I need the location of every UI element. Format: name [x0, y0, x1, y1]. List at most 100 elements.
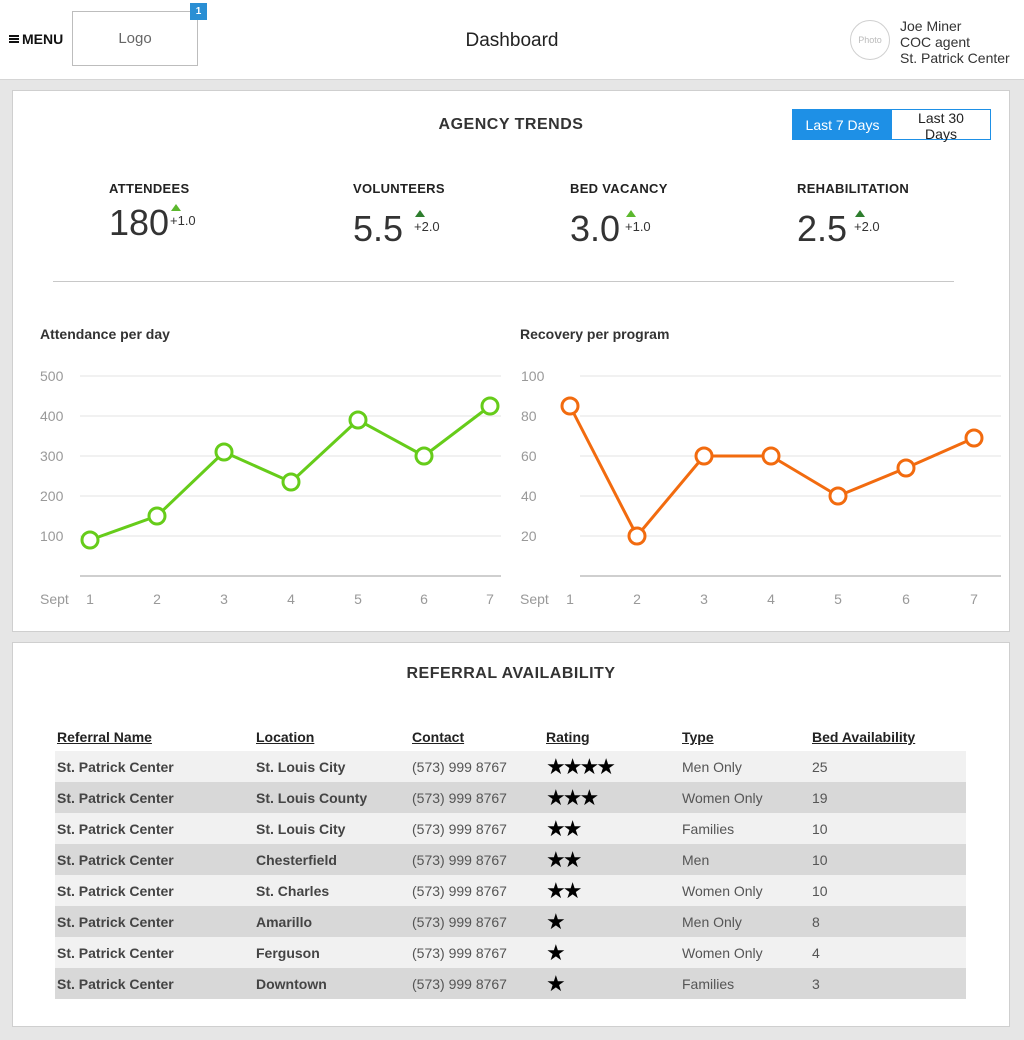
star-icon: ★ [562, 784, 583, 810]
y-tick-label: 500 [40, 368, 64, 384]
referral-name-cell: St. Patrick Center [55, 875, 254, 906]
referral-name-cell: St. Patrick Center [55, 906, 254, 937]
bed-availability-cell: 4 [810, 937, 966, 968]
type-cell: Men [680, 844, 810, 875]
star-icon: ★ [546, 784, 566, 810]
column-header-rating[interactable]: Rating [546, 729, 590, 745]
referral-name-cell: St. Patrick Center [55, 813, 254, 844]
data-point [414, 446, 434, 466]
y-tick-label: 40 [521, 488, 537, 504]
rating-cell: ★★★ [544, 782, 680, 813]
column-header-referral-name[interactable]: Referral Name [57, 729, 152, 745]
star-icon: ★ [546, 753, 566, 779]
bed-availability-cell: 10 [810, 813, 966, 844]
star-icon: ★ [562, 877, 583, 903]
notification-badge[interactable]: 1 [190, 3, 207, 20]
type-cell: Women Only [680, 875, 810, 906]
data-point [480, 396, 500, 416]
referral-name-cell: St. Patrick Center [55, 968, 254, 999]
star-icon: ★ [562, 846, 583, 872]
y-tick-label: 20 [521, 528, 537, 544]
y-tick-label: 80 [521, 408, 537, 424]
type-cell: Families [680, 968, 810, 999]
x-tick-label: 2 [633, 591, 641, 607]
x-tick-label: 4 [287, 591, 295, 607]
data-point [828, 486, 848, 506]
table-row[interactable]: St. Patrick Center St. Charles (573) 999 8… [55, 875, 966, 906]
contact-cell: (573) 999 8767 [410, 937, 544, 968]
table-row[interactable]: St. Patrick Center Amarillo (573) 999 8767… [55, 906, 966, 937]
last-30-days-button[interactable]: Last 30 Days [892, 110, 990, 142]
data-point [560, 396, 580, 416]
table-row[interactable]: St. Patrick Center St. Louis City (573) 99… [55, 813, 966, 844]
table-row[interactable]: St. Patrick Center Chesterfield (573) 999 … [55, 844, 966, 875]
bed-availability-cell: 19 [810, 782, 966, 813]
bed-availability-cell: 10 [810, 875, 966, 906]
contact-cell: (573) 999 8767 [410, 782, 544, 813]
kpi-attendees: ATTENDEES 180 +1.0 [109, 181, 196, 244]
referral-name-cell: St. Patrick Center [55, 782, 254, 813]
contact-cell: (573) 999 8767 [410, 906, 544, 937]
top-header: MENU Logo 1 Dashboard Photo Joe Miner CO… [0, 0, 1024, 80]
location-cell: Downtown [254, 968, 410, 999]
location-cell: St. Charles [254, 875, 410, 906]
menu-button[interactable]: MENU [9, 31, 63, 47]
kpi-value: 2.5 [797, 208, 848, 249]
x-tick-label: 3 [220, 591, 228, 607]
trend-up-icon [415, 210, 425, 217]
referral-name-cell: St. Patrick Center [55, 751, 254, 782]
divider [53, 281, 954, 282]
attendance-chart-title: Attendance per day [40, 326, 170, 342]
table-row[interactable]: St. Patrick Center Downtown (573) 999 8767… [55, 968, 966, 999]
data-point [147, 506, 167, 526]
recovery-chart: 20 40 60 80 100 Sept 1 2 3 4 5 6 7 [520, 368, 1001, 607]
y-tick-label: 200 [40, 488, 64, 504]
y-tick-label: 100 [40, 528, 64, 544]
kpi-label: ATTENDEES [109, 181, 190, 196]
column-header-contact[interactable]: Contact [412, 729, 465, 745]
attendance-chart: 100 200 300 400 500 Sept 1 2 3 4 5 6 7 [40, 368, 501, 607]
star-icon: ★ [562, 815, 583, 841]
recovery-chart-title: Recovery per program [520, 326, 670, 342]
table-header-row: Referral Name Location Contact Rating Ty… [55, 715, 966, 751]
trend-up-icon [171, 204, 181, 211]
user-role: COC agent [900, 34, 971, 50]
table-row[interactable]: St. Patrick Center St. Louis County (573) … [55, 782, 966, 813]
star-icon: ★ [546, 877, 566, 903]
x-tick-label: 1 [566, 591, 574, 607]
star-icon: ★ [546, 815, 566, 841]
logo[interactable]: Logo [72, 11, 198, 66]
table-row[interactable]: St. Patrick Center Ferguson (573) 999 8767… [55, 937, 966, 968]
table-row[interactable]: St. Patrick Center St. Louis City (573) 99… [55, 751, 966, 782]
star-icon: ★ [546, 908, 566, 934]
referral-availability-panel: REFERRAL AVAILABILITY Referral Name Loca… [12, 642, 1010, 1027]
column-header-location[interactable]: Location [256, 729, 315, 745]
kpi-value: 3.0 [570, 208, 621, 249]
x-tick-label: 1 [86, 591, 94, 607]
referral-name-cell: St. Patrick Center [55, 937, 254, 968]
rating-cell: ★ [544, 906, 680, 937]
star-icon: ★ [546, 846, 566, 872]
kpi-delta: +2.0 [854, 219, 880, 234]
x-tick-label: 7 [970, 591, 978, 607]
x-tick-label: 6 [420, 591, 428, 607]
column-header-type[interactable]: Type [682, 729, 714, 745]
kpi-value: 180 [109, 202, 170, 243]
y-tick-label: 60 [521, 448, 537, 464]
x-tick-label: 6 [902, 591, 910, 607]
kpi-delta: +1.0 [625, 219, 651, 234]
last-7-days-button[interactable]: Last 7 Days [793, 110, 892, 139]
kpi-label: REHABILITATION [797, 181, 910, 196]
type-cell: Men Only [680, 751, 810, 782]
agency-trends-title: AGENCY TRENDS [438, 116, 584, 133]
menu-label: MENU [22, 31, 64, 47]
column-header-bed-availability[interactable]: Bed Availability [812, 729, 916, 745]
kpi-label: VOLUNTEERS [353, 181, 445, 196]
location-cell: St. Louis County [254, 782, 410, 813]
avatar[interactable]: Photo [850, 20, 890, 60]
user-info: Joe Miner COC agent St. Patrick Center [900, 18, 1010, 66]
rating-cell: ★★★★ [544, 751, 680, 782]
star-icon: ★ [546, 939, 566, 965]
hamburger-icon [9, 35, 19, 43]
x-tick-label: 5 [834, 591, 842, 607]
